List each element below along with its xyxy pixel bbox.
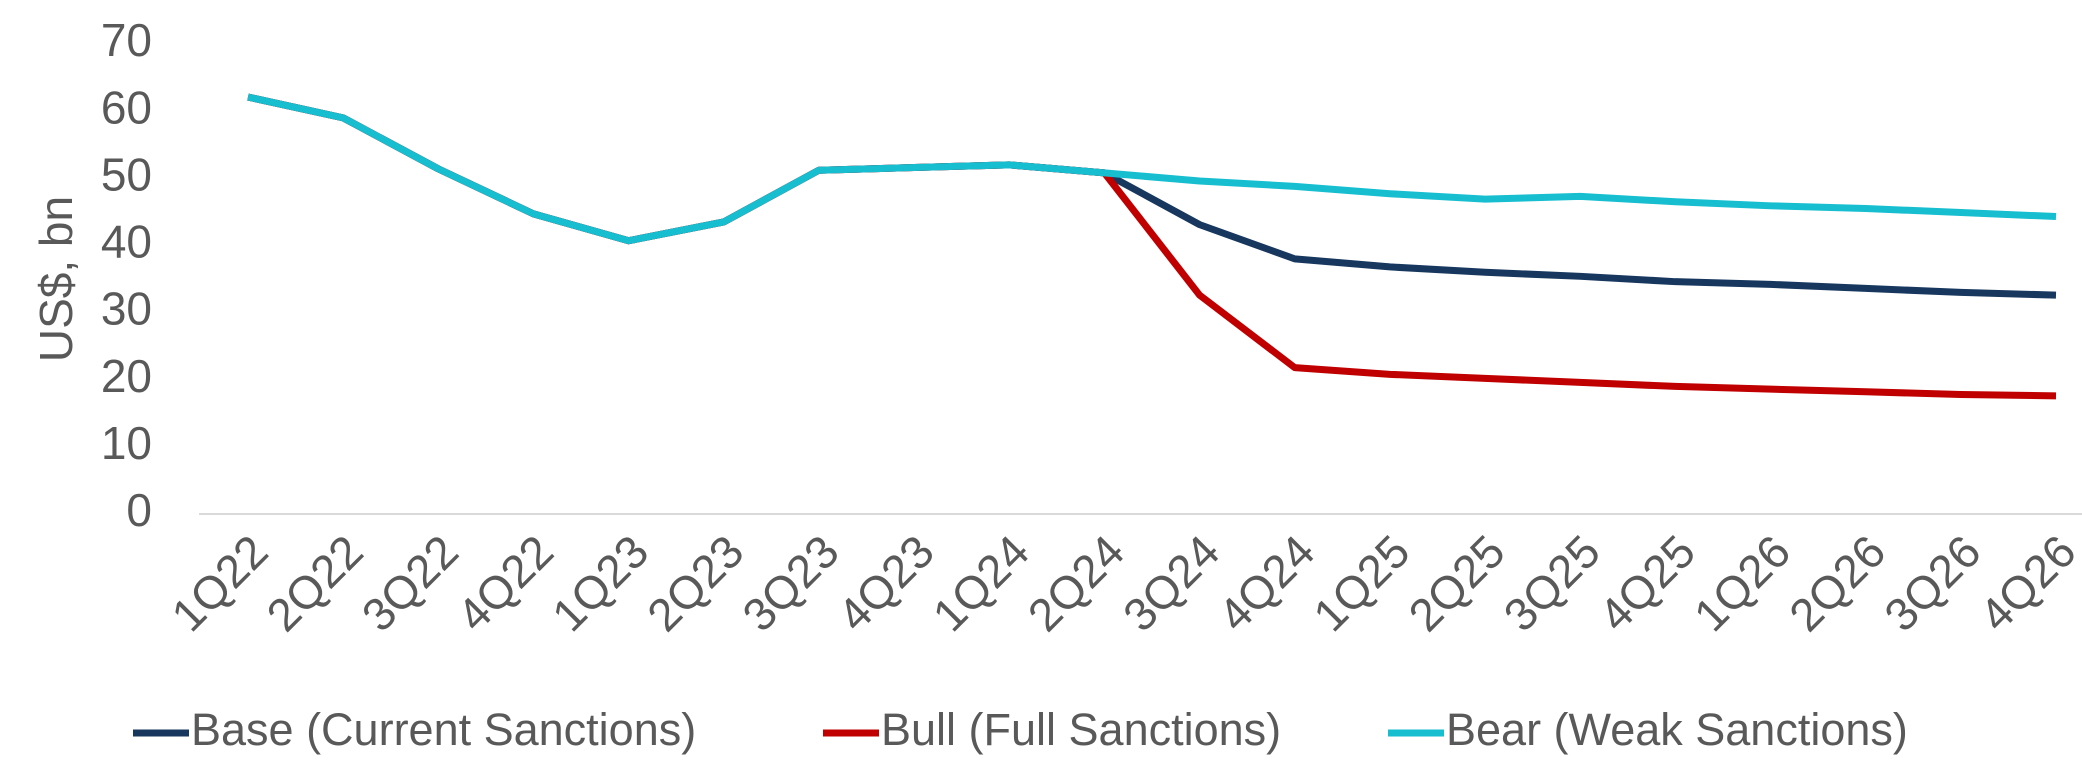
legend-label: Bear (Weak Sanctions) — [1446, 704, 1908, 755]
x-tick-label: 2Q26 — [1779, 525, 1895, 641]
x-tick-label: 2Q25 — [1398, 525, 1514, 641]
x-tick-label: 3Q26 — [1874, 525, 1990, 641]
y-axis-label: US$, bn — [30, 196, 82, 362]
x-tick-label: 3Q23 — [732, 525, 848, 641]
x-tick-label: 1Q26 — [1684, 525, 1800, 641]
x-tick-label: 3Q25 — [1494, 525, 1610, 641]
x-tick-label: 1Q24 — [923, 525, 1039, 641]
y-tick-label: 20 — [101, 350, 152, 402]
x-tick-label: 4Q24 — [1208, 525, 1324, 641]
y-tick-label: 0 — [126, 484, 152, 536]
y-tick-label: 60 — [101, 81, 152, 133]
y-tick-label: 30 — [101, 283, 152, 335]
x-tick-label: 2Q23 — [637, 525, 753, 641]
x-tick-label: 4Q25 — [1589, 525, 1705, 641]
x-tick-label: 4Q23 — [827, 525, 943, 641]
x-tick-label: 3Q24 — [1113, 525, 1229, 641]
series-line — [247, 93, 2057, 245]
x-tick-label: 1Q22 — [161, 525, 277, 641]
series-line — [247, 93, 2057, 400]
x-tick-label: 1Q23 — [542, 525, 658, 641]
y-tick-label: 40 — [101, 216, 152, 268]
x-tick-label: 2Q22 — [256, 525, 372, 641]
x-tick-label: 1Q25 — [1303, 525, 1419, 641]
y-tick-label: 10 — [101, 417, 152, 469]
x-tick-label: 2Q24 — [1018, 525, 1134, 641]
legend-label: Base (Current Sanctions) — [191, 704, 696, 755]
y-tick-label: 70 — [101, 14, 152, 66]
y-tick-label: 50 — [101, 148, 152, 200]
x-tick-label: 3Q22 — [352, 525, 468, 641]
x-tick-label: 4Q22 — [447, 525, 563, 641]
legend-label: Bull (Full Sanctions) — [881, 704, 1281, 755]
x-tick-label: 4Q26 — [1969, 525, 2082, 641]
series-line — [247, 93, 2057, 299]
